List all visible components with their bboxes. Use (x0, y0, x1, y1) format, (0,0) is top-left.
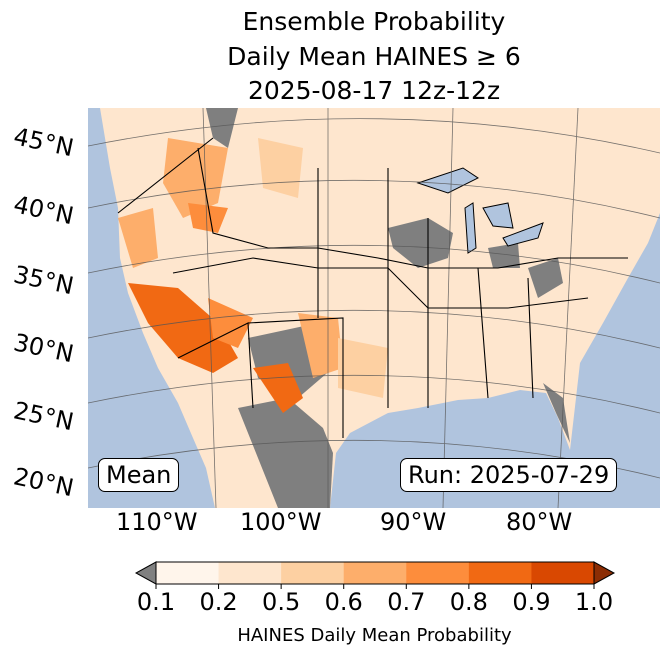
colorbar-outline (155, 561, 595, 585)
probability-map (88, 108, 660, 508)
lat-label-35: 35°N (11, 260, 77, 301)
lat-label-45: 45°N (11, 122, 77, 163)
colorbar-segment (406, 562, 470, 584)
colorbar-tick-label: 0.8 (449, 588, 488, 616)
colorbar-tick-label: 0.2 (199, 588, 238, 616)
run-date-box: Run: 2025-07-29 (400, 458, 618, 492)
state-borders (117, 137, 628, 438)
colorbar-over-arrow (593, 561, 616, 585)
colorbar-tick-label: 0.7 (387, 588, 426, 616)
lat-label-25: 25°N (11, 396, 77, 437)
colorbar-segment (343, 562, 407, 584)
colorbar-segment (218, 562, 282, 584)
title-line-1: Ensemble Probability (242, 7, 506, 36)
statistic-label-box: Mean (98, 458, 180, 492)
lon-label-80: 80°W (506, 508, 573, 536)
title-line-2: Daily Mean HAINES ≥ 6 (227, 42, 521, 71)
colorbar (134, 561, 616, 589)
colorbar-segment (281, 562, 345, 584)
colorbar-tick-label: 0.9 (512, 588, 551, 616)
colorbar-tick-label: 0.5 (262, 588, 301, 616)
lon-label-100: 100°W (240, 508, 322, 536)
title-line-3: 2025-08-17 12z-12z (247, 76, 501, 105)
colorbar-under-arrow (134, 561, 157, 585)
colorbar-label: HAINES Daily Mean Probability (237, 625, 512, 646)
lat-label-40: 40°N (11, 190, 77, 231)
colorbar-segment (468, 562, 532, 584)
lat-label-30: 30°N (11, 328, 77, 369)
lon-label-90: 90°W (380, 508, 447, 536)
colorbar-tick-label: 1.0 (574, 588, 614, 616)
colorbar-segment (156, 562, 220, 584)
great-lakes (416, 167, 544, 254)
colorbar-segment (531, 562, 595, 584)
lon-label-110: 110°W (116, 508, 198, 536)
lat-label-20: 20°N (11, 462, 77, 503)
colorbar-tick-label: 0.1 (136, 588, 176, 616)
colorbar-tick-label: 0.6 (324, 588, 363, 616)
